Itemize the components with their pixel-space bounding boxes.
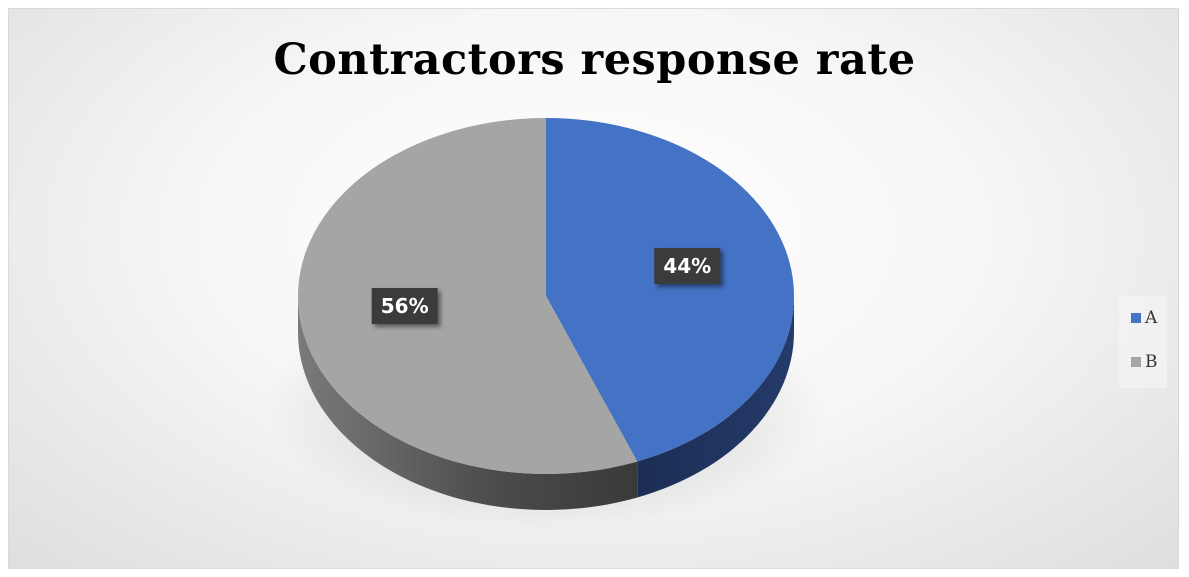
legend-swatch-a: [1131, 313, 1141, 323]
pie-side-a: [637, 296, 794, 498]
legend-label-a: A: [1145, 308, 1158, 328]
legend: A B: [1119, 296, 1167, 388]
legend-item-b: B: [1131, 352, 1158, 372]
chart-title: Contractors response rate: [273, 35, 916, 85]
pie-slice-a[interactable]: [546, 118, 794, 462]
data-label-text: 44%: [663, 254, 711, 278]
legend-item-a: A: [1131, 308, 1157, 328]
pie-slice-b[interactable]: [298, 118, 638, 474]
data-label-box: [654, 247, 721, 284]
data-label-box: [371, 288, 438, 325]
legend-label-b: B: [1145, 352, 1158, 372]
data-label-text: 56%: [381, 294, 429, 318]
pie-side-b: [298, 296, 638, 510]
data-label-a: 44%: [654, 247, 721, 284]
pie-chart: 44% 56%: [266, 118, 826, 529]
data-label-b: 56%: [371, 288, 438, 325]
legend-swatch-b: [1131, 357, 1141, 367]
chart-area: Contractors response rate 44% 56%: [8, 8, 1179, 569]
